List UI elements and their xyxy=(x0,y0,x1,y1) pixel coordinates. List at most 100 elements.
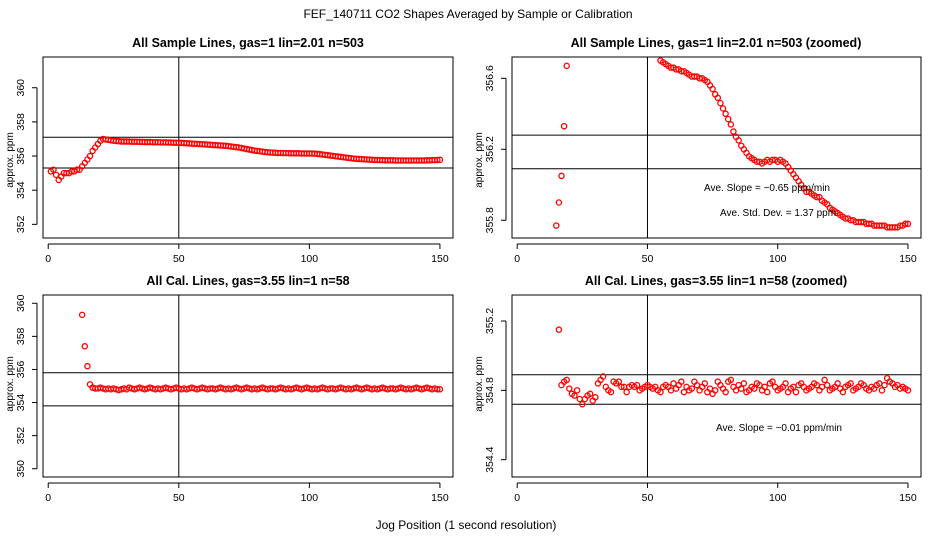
x-axis: 0 50 100 150 xyxy=(45,482,449,504)
data-point xyxy=(751,385,758,392)
plot-frame xyxy=(42,294,454,478)
y-tick-label: 354.4 xyxy=(484,446,496,472)
panel-title: All Sample Lines, gas=1 lin=2.01 n=503 (… xyxy=(571,36,862,50)
data-point xyxy=(821,376,828,384)
data-point xyxy=(436,156,444,164)
data-point xyxy=(592,394,599,401)
y-tick-label: 352 xyxy=(15,215,27,233)
y-tick-label: 360 xyxy=(15,79,27,97)
data-point xyxy=(764,388,771,396)
chart-panel-sample-lines: All Sample Lines, gas=1 lin=2.01 n=503 a… xyxy=(5,36,454,265)
data-point xyxy=(769,378,776,385)
data-point xyxy=(701,380,709,387)
y-axis-label: approx. ppm xyxy=(474,132,485,188)
y-tick-label: 356.6 xyxy=(484,65,496,91)
data-point xyxy=(839,388,847,396)
data-point xyxy=(434,156,441,164)
x-axis: 0 50 100 150 xyxy=(514,482,917,504)
data-point xyxy=(623,388,630,396)
data-point xyxy=(86,152,94,160)
x-tick-label: 100 xyxy=(301,492,319,504)
data-point xyxy=(724,115,732,123)
data-point xyxy=(823,381,831,389)
x-tick-label: 50 xyxy=(173,253,185,265)
slope-annotation: Ave. Slope = −0.65 ppm/min xyxy=(704,183,830,194)
data-point xyxy=(560,122,568,130)
y-tick-label: 354 xyxy=(15,181,27,199)
panel-title: All Cal. Lines, gas=3.55 lin=1 n=58 xyxy=(146,274,349,288)
y-tick-label: 358 xyxy=(15,327,27,345)
data-point xyxy=(711,387,719,394)
panel-title: All Sample Lines, gas=1 lin=2.01 n=503 xyxy=(132,36,364,50)
data-point xyxy=(553,222,560,229)
x-axis: 0 50 100 150 xyxy=(45,243,449,265)
data-point xyxy=(434,386,441,393)
y-tick-label: 350 xyxy=(15,460,27,478)
y-tick-label: 360 xyxy=(15,294,27,312)
data-point xyxy=(78,311,86,319)
data-point xyxy=(881,381,888,389)
y-tick-label: 356 xyxy=(15,361,27,379)
y-tick-label: 354.8 xyxy=(484,377,496,403)
y-axis: 352 354 356 358 360 xyxy=(15,79,38,233)
data-point xyxy=(73,166,81,173)
data-point xyxy=(714,94,722,102)
data-point xyxy=(834,380,841,387)
y-axis: 350 352 354 356 358 360 xyxy=(15,294,38,478)
x-tick-label: 100 xyxy=(769,253,787,265)
y-tick-label: 355.2 xyxy=(484,308,496,334)
x-tick-label: 150 xyxy=(431,492,449,504)
y-tick-label: 356 xyxy=(15,147,27,165)
chart-panel-cal-lines-zoomed: All Cal. Lines, gas=3.55 lin=1 n=58 (zoo… xyxy=(474,274,922,504)
data-point xyxy=(904,220,912,228)
y-tick-label: 354 xyxy=(15,394,27,412)
data-point xyxy=(607,388,615,396)
data-point xyxy=(717,99,724,107)
data-points xyxy=(555,326,912,408)
data-point xyxy=(709,85,716,93)
data-point xyxy=(558,172,565,180)
data-points xyxy=(78,311,444,394)
plot-frame xyxy=(511,56,922,239)
data-points xyxy=(47,135,444,184)
data-point xyxy=(792,388,800,396)
data-point xyxy=(727,376,735,384)
y-axis-label: approx. ppm xyxy=(5,132,16,188)
figure-title: FEF_140711 CO2 Shapes Averaged by Sample… xyxy=(303,7,632,21)
y-axis-label: approx. ppm xyxy=(474,356,485,412)
x-tick-label: 0 xyxy=(514,492,520,504)
y-axis: 355.8 356.2 356.6 xyxy=(484,65,507,233)
data-point xyxy=(571,392,578,399)
data-point xyxy=(579,400,586,408)
data-point xyxy=(563,62,570,70)
data-point xyxy=(555,199,563,206)
plot-frame xyxy=(42,56,454,239)
slope-annotation: Ave. Slope = −0.01 ppm/min xyxy=(716,423,842,434)
data-point xyxy=(599,373,607,380)
data-point xyxy=(678,378,685,385)
data-point xyxy=(573,387,581,394)
x-tick-label: 0 xyxy=(45,253,51,265)
data-point xyxy=(740,380,748,387)
x-tick-label: 0 xyxy=(514,253,520,265)
x-tick-label: 150 xyxy=(899,492,917,504)
data-point xyxy=(688,385,696,392)
data-point xyxy=(81,343,89,350)
data-point xyxy=(761,383,768,391)
std-dev-annotation: Ave. Std. Dev. = 1.37 ppm xyxy=(720,208,836,219)
data-point xyxy=(566,385,573,392)
data-points xyxy=(553,57,912,231)
data-point xyxy=(813,193,821,201)
data-point xyxy=(878,387,886,394)
data-point xyxy=(436,386,444,393)
chart-panel-sample-lines-zoomed: All Sample Lines, gas=1 lin=2.01 n=503 (… xyxy=(474,36,922,265)
y-tick-label: 355.8 xyxy=(484,207,496,233)
data-point xyxy=(904,387,912,394)
panel-title: All Cal. Lines, gas=3.55 lin=1 n=58 (zoo… xyxy=(585,274,847,288)
data-point xyxy=(657,388,664,396)
data-point xyxy=(563,376,570,384)
data-point xyxy=(719,105,727,112)
y-tick-label: 352 xyxy=(15,427,27,445)
